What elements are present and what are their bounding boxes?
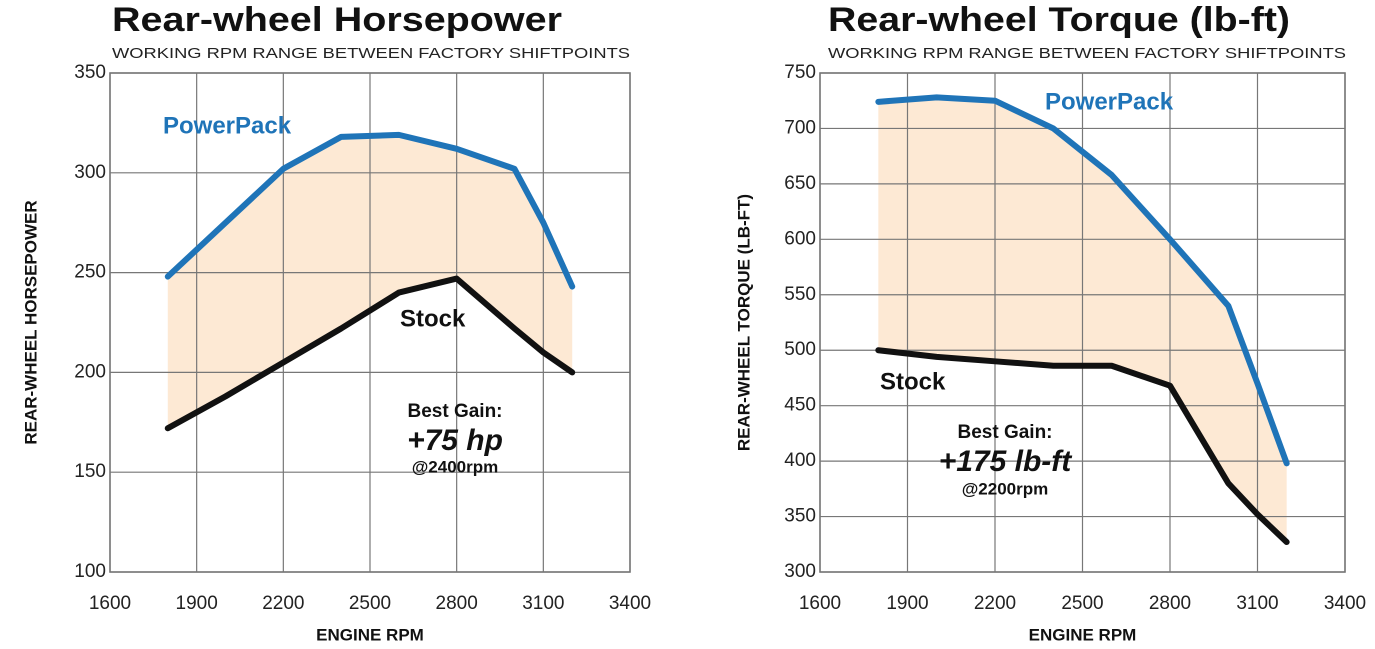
y-tick-label: 300 [784,561,816,582]
x-tick-label: 1600 [89,593,131,614]
chart-title: Rear-wheel Torque (lb-ft) [828,1,1290,39]
x-tick-label: 2500 [349,593,391,614]
series-label: Stock [880,368,946,395]
y-tick-label: 200 [74,361,106,382]
series-label: PowerPack [163,112,292,139]
y-tick-label: 100 [74,561,106,582]
x-tick-label: 1900 [176,593,218,614]
x-tick-label: 2200 [262,593,304,614]
annotation: @2400rpm [412,457,499,476]
chart-subtitle: WORKING RPM RANGE BETWEEN FACTORY SHIFTP… [112,45,630,62]
y-tick-label: 400 [784,450,816,471]
x-axis-label: ENGINE RPM [316,625,424,644]
x-tick-label: 2800 [436,593,478,614]
annotation: +75 hp [407,424,503,457]
y-tick-label: 700 [784,117,816,138]
y-tick-label: 350 [74,62,106,83]
y-tick-label: 350 [784,506,816,527]
x-tick-label: 3100 [1236,593,1278,614]
x-tick-label: 2500 [1061,593,1103,614]
annotation: @2200rpm [962,479,1049,498]
series-line [164,131,576,290]
annotation: Best Gain: [957,422,1052,443]
y-tick-label: 150 [74,461,106,482]
series-line [875,347,1290,546]
x-tick-label: 1900 [886,593,928,614]
y-tick-label: 300 [74,162,106,183]
annotation: +175 lb-ft [939,445,1074,478]
y-tick-label: 500 [784,339,816,360]
y-tick-label: 650 [784,173,816,194]
series-label: PowerPack [1045,88,1174,115]
y-axis-label: REAR-WHEEL HORSEPOWER [21,200,40,444]
y-axis-label: REAR-WHEEL TORQUE (LB-FT) [734,194,753,451]
chart-subtitle: WORKING RPM RANGE BETWEEN FACTORY SHIFTP… [828,45,1346,62]
x-tick-label: 1600 [799,593,841,614]
series-line [875,94,1290,467]
x-axis-label: ENGINE RPM [1029,625,1137,644]
x-tick-label: 3100 [522,593,564,614]
annotation: Best Gain: [407,401,502,422]
x-tick-label: 3400 [1324,593,1366,614]
y-tick-label: 550 [784,284,816,305]
chart-title: Rear-wheel Horsepower [112,1,562,39]
y-tick-label: 250 [74,262,106,283]
y-tick-label: 750 [784,62,816,83]
x-tick-label: 2200 [974,593,1016,614]
y-tick-label: 600 [784,228,816,249]
x-tick-label: 3400 [609,593,651,614]
y-tick-label: 450 [784,395,816,416]
x-tick-label: 2800 [1149,593,1191,614]
series-line [164,275,576,432]
series-label: Stock [400,305,466,332]
